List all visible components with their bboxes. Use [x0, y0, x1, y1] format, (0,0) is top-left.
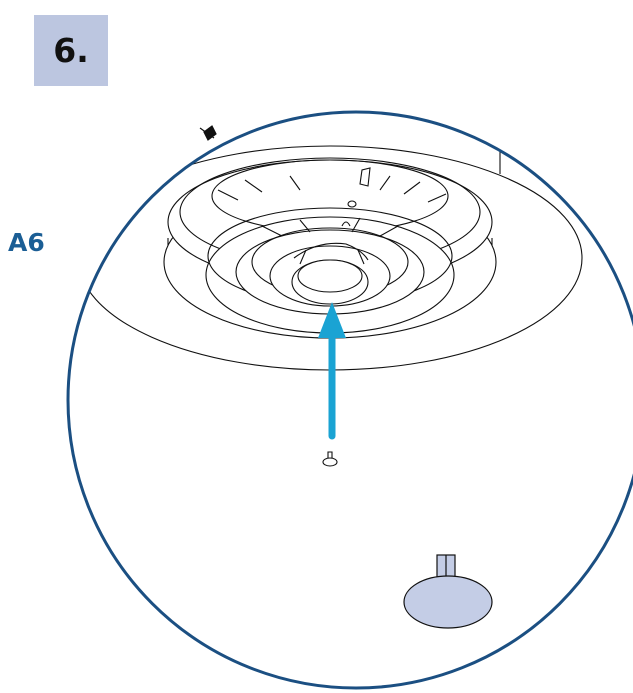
arrow-up-icon — [318, 302, 346, 440]
step-number: 6. — [53, 31, 89, 70]
base-line-art — [77, 112, 583, 467]
rubber-foot-icon — [403, 554, 493, 629]
step-number-badge: 6. — [34, 15, 108, 86]
part-label: A6 — [8, 228, 45, 257]
screw-icon — [199, 125, 217, 141]
detail-callout-circle — [66, 110, 633, 690]
